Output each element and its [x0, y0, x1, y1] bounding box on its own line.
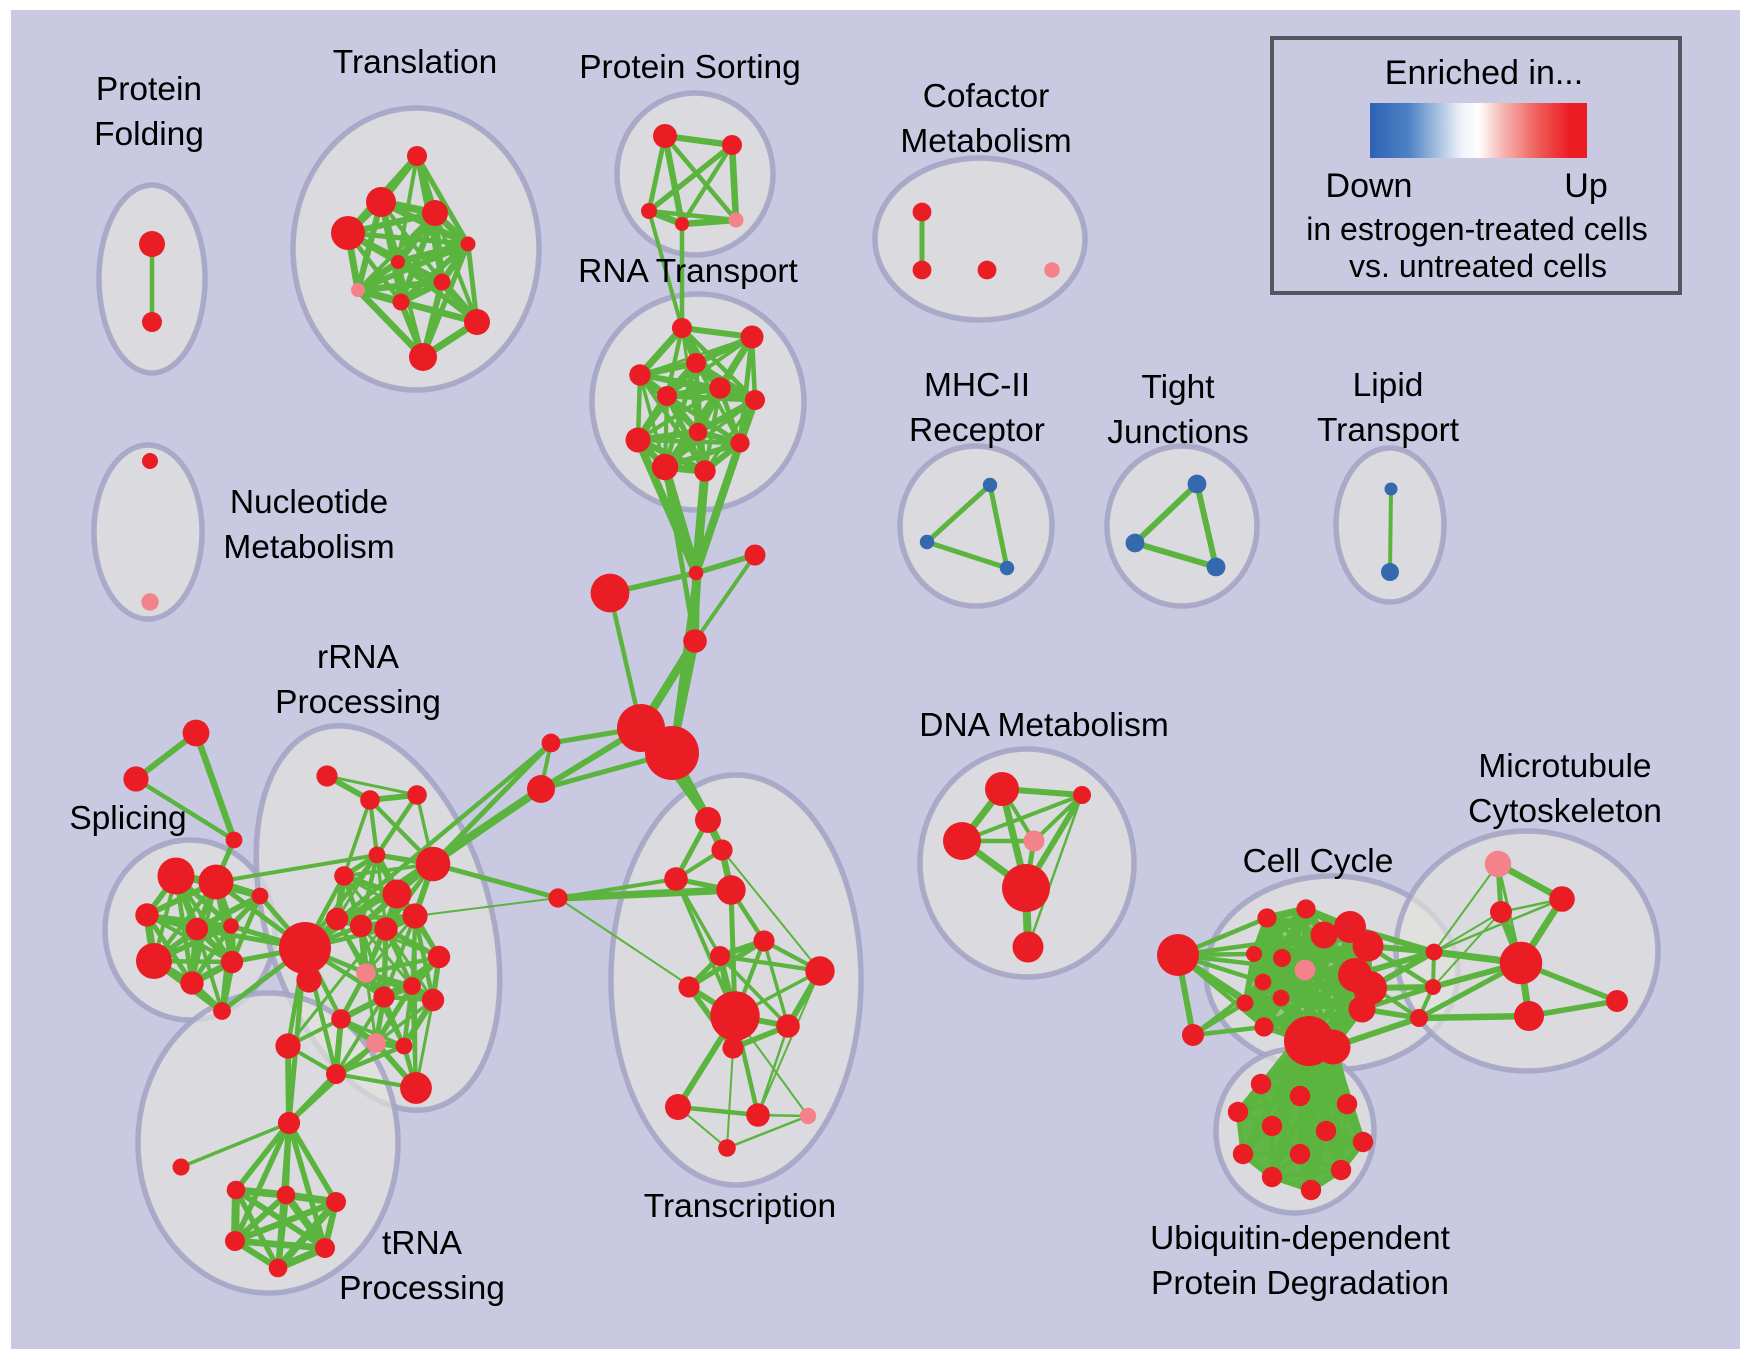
svg-text:Tight: Tight [1141, 369, 1215, 406]
svg-text:vs. untreated cells: vs. untreated cells [1349, 248, 1607, 284]
svg-text:Protein Sorting: Protein Sorting [579, 49, 801, 86]
svg-text:RNA Transport: RNA Transport [578, 253, 798, 290]
svg-text:Transport: Transport [1317, 412, 1460, 449]
svg-text:Splicing: Splicing [69, 800, 186, 837]
svg-text:Junctions: Junctions [1107, 414, 1249, 451]
svg-text:Receptor: Receptor [909, 412, 1045, 449]
svg-text:Cofactor: Cofactor [923, 78, 1050, 115]
svg-text:rRNA: rRNA [317, 639, 400, 676]
svg-text:Translation: Translation [333, 44, 497, 81]
svg-text:Cytoskeleton: Cytoskeleton [1468, 793, 1662, 830]
svg-text:Lipid: Lipid [1353, 367, 1424, 404]
svg-text:Protein: Protein [96, 71, 202, 108]
svg-text:Nucleotide: Nucleotide [230, 484, 388, 521]
svg-text:Metabolism: Metabolism [223, 529, 394, 566]
svg-text:Enriched in...: Enriched in... [1385, 54, 1583, 92]
svg-text:Protein Degradation: Protein Degradation [1151, 1265, 1449, 1302]
svg-text:Ubiquitin-dependent: Ubiquitin-dependent [1150, 1220, 1451, 1257]
svg-text:Down: Down [1326, 167, 1413, 205]
svg-text:Microtubule: Microtubule [1478, 748, 1651, 785]
svg-text:Folding: Folding [94, 116, 204, 153]
svg-text:DNA Metabolism: DNA Metabolism [919, 707, 1168, 744]
svg-text:MHC-II: MHC-II [924, 367, 1030, 404]
svg-text:Transcription: Transcription [644, 1188, 836, 1225]
svg-text:Cell Cycle: Cell Cycle [1243, 843, 1394, 880]
svg-text:Metabolism: Metabolism [900, 123, 1071, 160]
svg-text:in estrogen-treated cells: in estrogen-treated cells [1306, 211, 1648, 247]
svg-text:Processing: Processing [339, 1270, 505, 1307]
svg-text:Processing: Processing [275, 684, 441, 721]
svg-text:Up: Up [1564, 167, 1607, 205]
svg-text:tRNA: tRNA [382, 1225, 463, 1262]
